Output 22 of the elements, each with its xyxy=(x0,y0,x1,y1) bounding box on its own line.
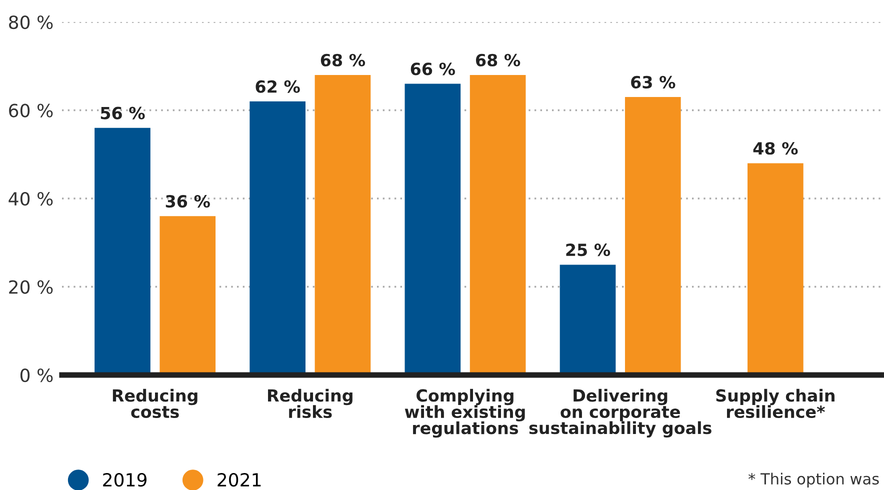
x-tick-label: Reducing risks xyxy=(268,388,352,418)
data-label: 56 % xyxy=(100,106,145,120)
data-label: 68 % xyxy=(320,54,366,66)
y-tick-label: 0 % xyxy=(20,368,53,382)
x-tick-label: Delivering on corporate sustainability goals xyxy=(529,388,712,438)
data-label: 62 % xyxy=(256,80,300,93)
y-tick-label: 20 % xyxy=(9,280,53,294)
x-tick-label: Supply chain resilience* xyxy=(716,388,834,418)
x-tick-label: Reducing costs xyxy=(112,388,198,418)
y-tick-label: 80 % xyxy=(9,15,53,30)
data-label: 48 % xyxy=(753,142,798,155)
data-label: 36 % xyxy=(166,195,210,208)
y-tick-label: 60 % xyxy=(9,104,53,118)
data-label: 25 % xyxy=(566,244,610,256)
data-label: 68 % xyxy=(476,54,520,66)
legend-label: 2019 xyxy=(103,472,146,487)
x-tick-label: Complying with existing regulations xyxy=(404,388,525,438)
text: * This option was xyxy=(748,472,879,488)
legend-label: 2021 xyxy=(218,472,261,487)
data-label: 66 % xyxy=(410,62,455,76)
data-label: 63 % xyxy=(631,76,676,88)
y-tick-label: 40 % xyxy=(8,192,53,206)
